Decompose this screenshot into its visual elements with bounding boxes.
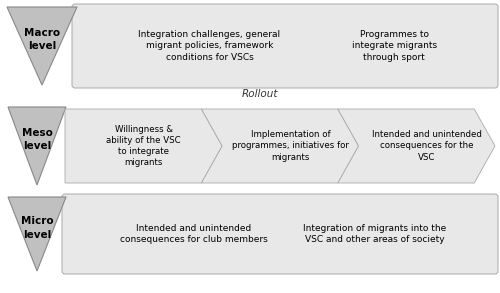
Polygon shape [202, 109, 358, 183]
Text: Integration of migrants into the
VSC and other areas of society: Integration of migrants into the VSC and… [303, 224, 446, 244]
Text: Intended and unintended
consequences for club members: Intended and unintended consequences for… [120, 224, 268, 244]
Polygon shape [8, 197, 66, 271]
FancyBboxPatch shape [62, 194, 498, 274]
Text: Intended and unintended
consequences for the
VSC: Intended and unintended consequences for… [372, 130, 482, 162]
Text: Macro
level: Macro level [24, 28, 60, 51]
Polygon shape [7, 7, 77, 85]
Polygon shape [338, 109, 495, 183]
Text: Programmes to
integrate migrants
through sport: Programmes to integrate migrants through… [352, 30, 437, 62]
Text: Micro
level: Micro level [20, 217, 54, 240]
Text: Rollout: Rollout [242, 89, 278, 99]
Text: Meso
level: Meso level [22, 128, 52, 151]
Polygon shape [65, 109, 222, 183]
FancyBboxPatch shape [72, 4, 498, 88]
Polygon shape [8, 107, 66, 185]
Text: Integration challenges, general
migrant policies, framework
conditions for VSCs: Integration challenges, general migrant … [138, 30, 280, 62]
Text: Implementation of
programmes, initiatives for
migrants: Implementation of programmes, initiative… [232, 130, 349, 162]
Text: Willingness &
ability of the VSC
to integrate
migrants: Willingness & ability of the VSC to inte… [106, 125, 181, 167]
